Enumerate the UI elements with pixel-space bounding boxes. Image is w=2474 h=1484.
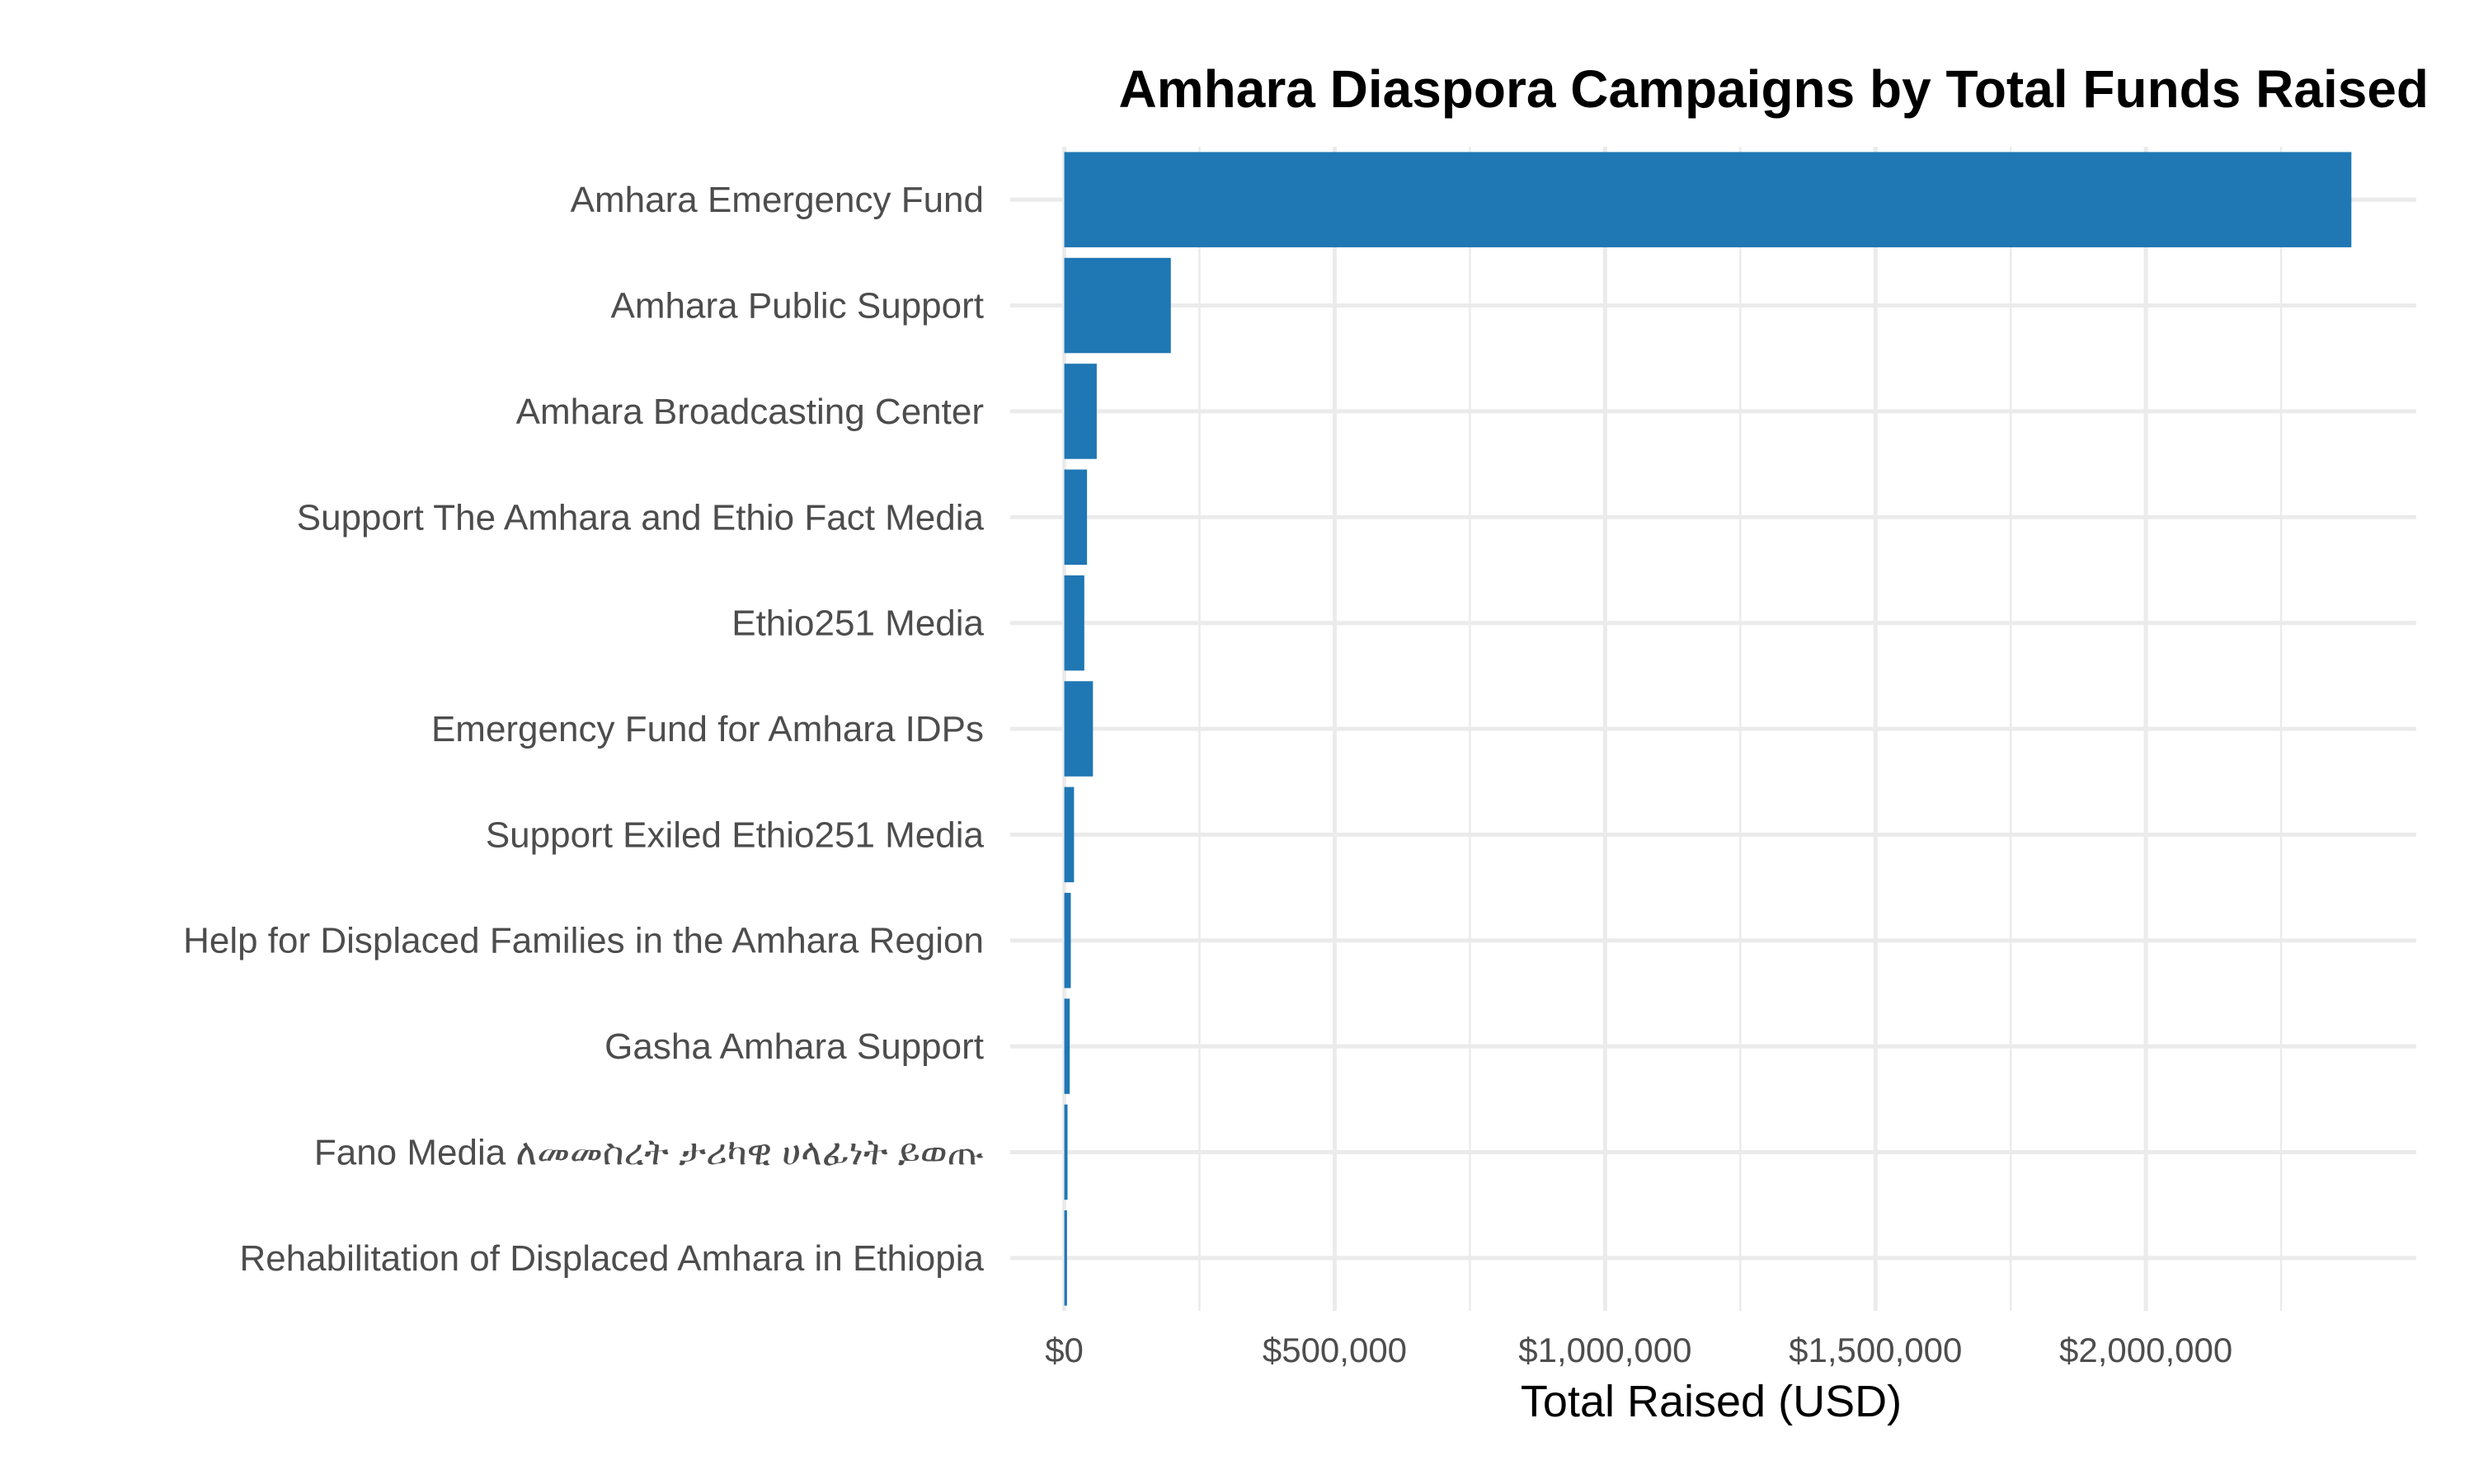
bar xyxy=(1064,469,1088,566)
category-label: Amhara Broadcasting Center xyxy=(516,392,984,432)
grid-lines xyxy=(1010,147,2416,1311)
x-tick-label: $1,000,000 xyxy=(1518,1331,1691,1369)
bar xyxy=(1064,681,1094,777)
bar xyxy=(1064,1210,1067,1306)
bar xyxy=(1064,998,1070,1094)
category-label: Fano Media ለመመስረት ታሪካዊ ሀላፊነት ይወጡ xyxy=(314,1132,984,1172)
chart-title: Amhara Diaspora Campaigns by Total Funds… xyxy=(1119,59,2429,119)
bar xyxy=(1064,1104,1068,1200)
category-label: Emergency Fund for Amhara IDPs xyxy=(431,709,984,749)
bar xyxy=(1064,892,1071,989)
x-tick-label: $2,000,000 xyxy=(2059,1331,2232,1369)
category-label: Support Exiled Ethio251 Media xyxy=(486,815,985,855)
category-label: Help for Displaced Families in the Amhar… xyxy=(183,921,984,961)
bar xyxy=(1064,257,1171,354)
category-label: Gasha Amhara Support xyxy=(604,1026,984,1067)
category-label: Amhara Public Support xyxy=(611,286,984,326)
x-axis-title: Total Raised (USD) xyxy=(1521,1377,1902,1426)
x-tick-label: $1,500,000 xyxy=(1789,1331,1962,1369)
bar xyxy=(1064,575,1084,671)
category-label: Ethio251 Media xyxy=(731,603,984,644)
x-tick-labels: $0 $500,000 $1,000,000 $1,500,000 $2,000,000 xyxy=(1045,1331,2232,1369)
category-labels: Amhara Emergency Fund Amhara Public Suppo… xyxy=(183,180,984,1279)
x-tick-label: $0 xyxy=(1045,1331,1084,1369)
bar xyxy=(1064,364,1097,459)
category-label: Amhara Emergency Fund xyxy=(571,180,984,220)
category-label: Support The Amhara and Ethio Fact Media xyxy=(297,497,985,538)
bars xyxy=(1064,152,2352,1306)
category-label: Rehabilitation of Displaced Amhara in Et… xyxy=(239,1238,984,1279)
x-tick-label: $500,000 xyxy=(1263,1331,1407,1369)
bar xyxy=(1064,152,2352,247)
bar xyxy=(1064,787,1075,883)
